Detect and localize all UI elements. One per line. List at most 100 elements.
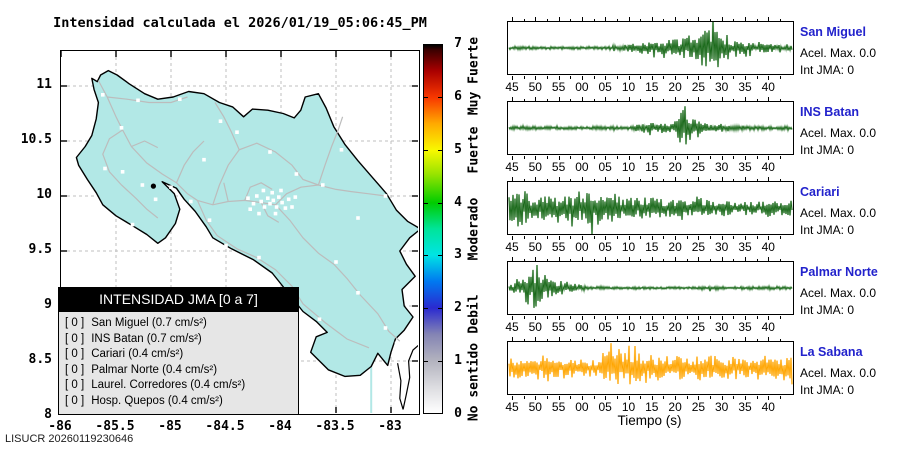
road	[212, 142, 319, 205]
time-tick	[523, 18, 525, 21]
longitude-tick-label: -86	[48, 419, 72, 434]
time-tick	[651, 177, 653, 181]
time-tick	[628, 17, 630, 21]
station-dot	[266, 196, 270, 200]
time-tick	[663, 316, 665, 319]
time-tick	[721, 316, 723, 320]
time-tick	[605, 257, 607, 261]
time-tick	[628, 257, 630, 261]
time-tick	[593, 258, 595, 261]
road	[175, 140, 205, 184]
time-tick	[768, 316, 770, 320]
time-tick	[675, 17, 677, 21]
colorbar-tick	[423, 255, 428, 257]
time-tick	[616, 396, 618, 399]
waveform	[508, 22, 793, 68]
time-tick	[698, 257, 700, 261]
time-tick	[768, 76, 770, 80]
station-dot	[207, 218, 212, 222]
time-tick	[535, 156, 537, 160]
time-tick	[779, 316, 781, 319]
time-tick-label: 35	[738, 240, 752, 254]
time-tick	[733, 396, 735, 399]
time-tick	[605, 76, 607, 80]
time-tick	[651, 97, 653, 101]
colorbar-tick	[438, 255, 443, 257]
time-tick	[628, 316, 630, 320]
time-tick	[628, 177, 630, 181]
time-tick	[640, 236, 642, 239]
time-tick	[546, 316, 548, 319]
station-dot	[92, 108, 96, 112]
time-tick-label: 45	[505, 160, 519, 174]
time-tick-label: 20	[668, 400, 682, 414]
station-label: San Miguel (0.7 cm/s²)	[91, 317, 207, 329]
time-tick	[535, 396, 537, 400]
time-tick-label: 10	[621, 320, 636, 334]
station-dot	[103, 166, 107, 171]
time-tick	[710, 76, 711, 79]
colorbar-tick-label: 1	[454, 353, 462, 369]
station-label: Laurel. Corredores (0.4 cm/s²)	[91, 379, 246, 391]
time-tick	[593, 156, 595, 159]
time-tick	[698, 316, 700, 320]
time-tick-label: 05	[598, 240, 612, 254]
time-tick	[558, 316, 560, 320]
time-tick	[570, 316, 572, 319]
longitude-tick-label: -84.5	[205, 419, 245, 434]
legend-item: [ 0 ] Hosp. Quepos (0.4 cm/s²)	[65, 394, 292, 410]
time-tick	[546, 338, 548, 341]
time-tick	[581, 396, 583, 400]
time-tick	[651, 17, 653, 21]
time-tick-label: 35	[738, 80, 752, 94]
time-tick	[710, 396, 711, 399]
time-tick	[756, 156, 758, 159]
time-tick	[768, 236, 770, 240]
station-dot	[280, 200, 284, 205]
station-label: Palmar Norte (0.4 cm/s²)	[91, 363, 218, 376]
time-tick	[686, 316, 688, 319]
station-dot	[273, 211, 278, 216]
time-tick	[558, 177, 560, 181]
time-tick	[581, 257, 583, 261]
time-tick	[523, 156, 525, 159]
colorbar-tick	[438, 96, 443, 98]
intensity-legend: INTENSIDAD JMA [0 a 7] [ 0 ] San Miguel (…	[58, 287, 299, 415]
intensity-value: [ 0 ]	[65, 363, 85, 376]
station-dot	[277, 195, 281, 199]
time-tick	[779, 98, 781, 101]
station-dot	[119, 126, 124, 130]
time-tick	[558, 76, 560, 80]
time-tick-label: 10	[621, 160, 636, 174]
station-dot	[246, 196, 250, 200]
latitude-tick-label: 8	[44, 407, 52, 422]
station-dot	[268, 201, 272, 206]
int-jma-label: Int JMA: 0	[800, 63, 855, 77]
station-dot	[274, 205, 279, 209]
time-tick	[675, 156, 677, 160]
time-tick	[721, 17, 723, 21]
time-tick	[570, 98, 572, 101]
time-tick	[581, 177, 583, 181]
time-tick	[756, 236, 758, 239]
time-tick	[512, 97, 513, 101]
time-tick-label: 30	[715, 320, 729, 334]
colorbar-tick	[438, 202, 443, 204]
station-dot	[169, 185, 173, 189]
time-tick	[546, 76, 548, 79]
time-tick	[628, 97, 630, 101]
time-tick	[651, 156, 653, 160]
time-tick	[593, 18, 595, 21]
time-tick	[558, 97, 560, 101]
time-tick	[721, 156, 723, 160]
costa-rica-landmass	[75, 69, 418, 378]
time-tick	[675, 236, 677, 240]
time-tick-label: 55	[551, 400, 566, 414]
station-dot	[270, 190, 274, 195]
map-title: Intensidad calculada el 2026/01/19_05:06…	[53, 15, 427, 31]
time-tick	[581, 76, 583, 80]
station-dot	[290, 205, 294, 209]
time-tick	[640, 156, 642, 159]
station-dot	[356, 216, 360, 220]
time-tick	[570, 236, 572, 239]
